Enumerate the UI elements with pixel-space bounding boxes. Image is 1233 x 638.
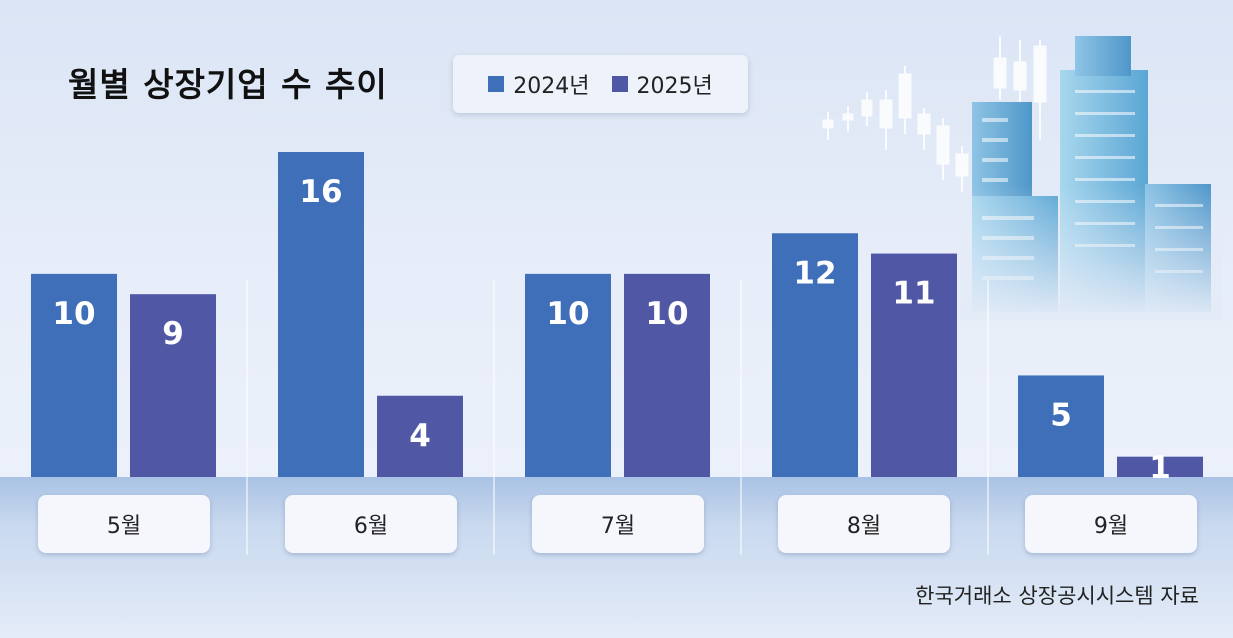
chart-title: 월별 상장기업 수 추이 bbox=[68, 65, 388, 104]
bar-2024-july bbox=[525, 273, 611, 477]
bar-2024-may bbox=[31, 273, 117, 477]
bar-2025-may bbox=[130, 294, 216, 477]
legend-label-2025: 2025년 bbox=[636, 74, 713, 99]
bar-value-2024-june: 16 bbox=[299, 174, 342, 210]
category-label-june: 6월 bbox=[285, 495, 457, 553]
building-icon bbox=[960, 20, 1222, 320]
legend-label-2024: 2024년 bbox=[513, 74, 590, 99]
bar-2025-september bbox=[1117, 456, 1203, 477]
legend-swatch-2024 bbox=[488, 76, 505, 92]
category-label-july: 7월 bbox=[532, 495, 704, 553]
bar-2025-august bbox=[871, 253, 957, 477]
bar-2024-september bbox=[1018, 375, 1104, 477]
bar-value-2024-may: 10 bbox=[52, 296, 95, 332]
legend-item-2025: 2025년 bbox=[611, 68, 713, 100]
bar-value-2025-august: 11 bbox=[892, 276, 935, 312]
legend-swatch-2025 bbox=[611, 76, 628, 92]
legend: 2024년 2025년 bbox=[453, 55, 748, 113]
group-separators bbox=[246, 280, 989, 555]
legend-item-2024: 2024년 bbox=[488, 68, 590, 100]
bar-value-2025-july: 10 bbox=[645, 296, 688, 332]
category-label-august: 8월 bbox=[778, 495, 950, 553]
bar-value-2024-july: 10 bbox=[546, 296, 589, 332]
bar-value-2024-september: 5 bbox=[1050, 397, 1072, 433]
bar-2025-july bbox=[624, 273, 710, 477]
bar-value-2024-august: 12 bbox=[793, 255, 836, 291]
bar-2024-june bbox=[278, 152, 364, 477]
bar-2024-august bbox=[772, 233, 858, 477]
bar-2025-june bbox=[377, 395, 463, 477]
source-note: 한국거래소 상장공시시스템 자료 bbox=[915, 584, 1199, 608]
bar-value-2025-june: 4 bbox=[409, 418, 431, 454]
category-label-september: 9월 bbox=[1025, 495, 1197, 553]
bar-value-2025-may: 9 bbox=[162, 316, 184, 352]
bar-value-2025-september: 1 bbox=[1149, 450, 1171, 486]
category-label-may: 5월 bbox=[38, 495, 210, 553]
